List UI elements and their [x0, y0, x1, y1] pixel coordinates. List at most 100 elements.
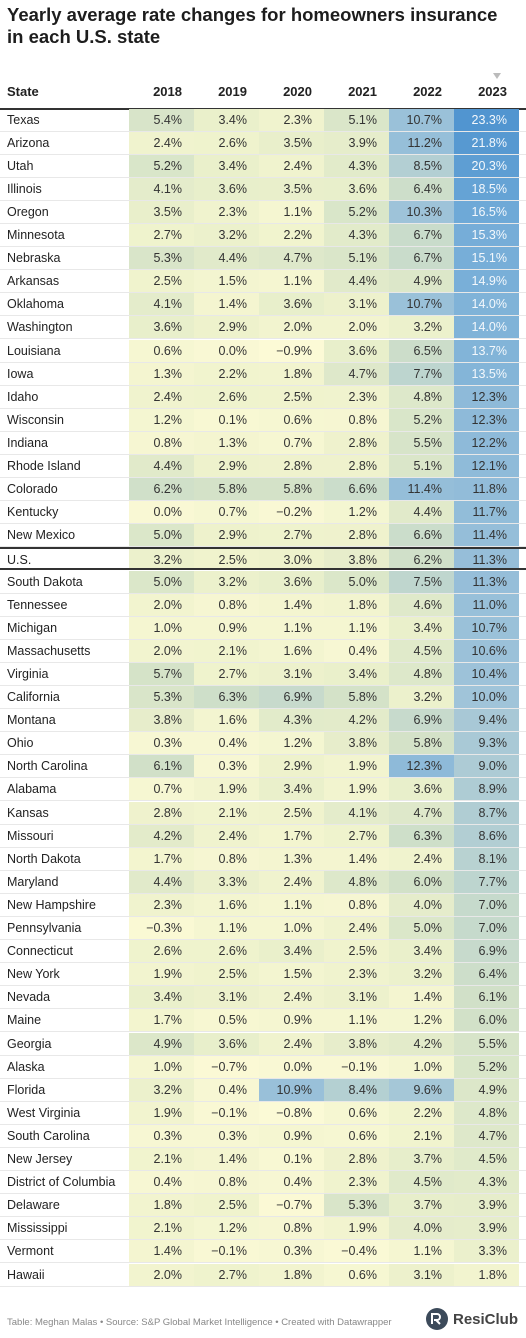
rate-cell: 3.2% [389, 316, 454, 339]
rate-cell: 5.8% [259, 478, 324, 501]
rate-cell: 2.6% [129, 940, 194, 963]
rate-cell: 1.5% [194, 270, 259, 293]
rate-cell: 3.2% [194, 224, 259, 247]
rate-cell: 3.1% [324, 293, 389, 316]
rate-cell: 12.3% [454, 408, 519, 431]
table-row: Mississippi 2.1% 1.2% 0.8% 1.9% 4.0% 3.9% [0, 1217, 526, 1241]
rate-cell: 10.0% [454, 686, 519, 709]
rate-cell: 5.0% [129, 524, 194, 547]
rate-cell: 2.7% [194, 1263, 259, 1286]
rate-cell: 10.7% [389, 293, 454, 316]
rate-cell: 10.7% [389, 108, 454, 131]
rate-cell: 6.9% [259, 686, 324, 709]
rate-cell: 0.9% [194, 616, 259, 639]
state-name: New Mexico [7, 528, 76, 543]
rate-cell: 1.1% [324, 1009, 389, 1032]
rate-cell: 3.4% [129, 986, 194, 1009]
rate-cell: 5.3% [324, 1194, 389, 1217]
state-name: South Dakota [7, 574, 83, 589]
state-name: Alabama [7, 782, 57, 797]
state-name: Arizona [7, 135, 50, 150]
rate-cell: 1.2% [324, 501, 389, 524]
rate-cell: 2.9% [194, 524, 259, 547]
rate-cell: 1.1% [324, 616, 389, 639]
rate-cell: 2.1% [194, 639, 259, 662]
state-name: Vermont [7, 1244, 54, 1259]
rate-cell: 14.0% [454, 293, 519, 316]
state-name: West Virginia [7, 1105, 81, 1120]
rate-cell: 11.7% [454, 501, 519, 524]
rate-cell: 1.7% [259, 824, 324, 847]
rate-cell: 2.4% [194, 824, 259, 847]
rate-cell: 1.9% [324, 778, 389, 801]
state-name: Maryland [7, 874, 59, 889]
rate-cell: 10.9% [259, 1078, 324, 1101]
rate-cell: 0.8% [259, 1217, 324, 1240]
rate-cell: 2.7% [259, 524, 324, 547]
table-row: U.S. 3.2% 2.5% 3.0% 3.8% 6.2% 11.3% [0, 547, 526, 571]
rate-cell: 5.1% [324, 108, 389, 131]
rate-cell: 2.9% [194, 316, 259, 339]
rate-cell: 2.4% [259, 154, 324, 177]
state-name: Arkansas [7, 274, 60, 289]
rate-cell: 1.9% [324, 755, 389, 778]
rate-cell: 0.4% [129, 1171, 194, 1194]
table-row: District of Columbia 0.4% 0.8% 0.4% 2.3% 4.5%… [0, 1171, 526, 1195]
rate-cell: 2.4% [259, 986, 324, 1009]
rate-cell: 3.4% [259, 940, 324, 963]
table-row: South Carolina 0.3% 0.3% 0.9% 0.6% 2.1% 4.7% [0, 1124, 526, 1148]
state-name: Maine [7, 1013, 42, 1028]
rate-cell: −0.2% [259, 501, 324, 524]
title: Yearly average rate changes for homeowne… [7, 4, 498, 47]
table-row: Hawaii 2.0% 2.7% 1.8% 0.6% 3.1% 1.8% [0, 1263, 526, 1287]
rate-cell: 1.0% [129, 1055, 194, 1078]
rate-cell: 6.6% [389, 524, 454, 547]
table-row: Kentucky 0.0% 0.7% −0.2% 1.2% 4.4% 11.7% [0, 501, 526, 525]
table-row: Montana 3.8% 1.6% 4.3% 4.2% 6.9% 9.4% [0, 709, 526, 733]
rate-cell: 3.1% [194, 986, 259, 1009]
rate-cell: 20.3% [454, 154, 519, 177]
rate-cell: 1.6% [259, 639, 324, 662]
rate-cell: 0.6% [259, 408, 324, 431]
rate-cell: 3.8% [324, 732, 389, 755]
rate-cell: 6.2% [129, 478, 194, 501]
rate-cell: 0.8% [194, 1171, 259, 1194]
rate-cell: 12.2% [454, 431, 519, 454]
table-row: Wisconsin 1.2% 0.1% 0.6% 0.8% 5.2% 12.3% [0, 408, 526, 432]
rate-cell: 6.6% [324, 478, 389, 501]
rate-cell: 3.3% [454, 1240, 519, 1263]
rate-cell: 3.1% [324, 986, 389, 1009]
rate-cell: 1.4% [389, 986, 454, 1009]
rate-cell: 0.8% [324, 408, 389, 431]
rate-cell: 7.7% [389, 362, 454, 385]
rate-cell: 1.6% [194, 709, 259, 732]
rate-cell: 3.6% [389, 778, 454, 801]
rate-cell: 2.4% [259, 1032, 324, 1055]
rate-cell: 3.2% [194, 570, 259, 593]
rate-cell: 5.3% [129, 686, 194, 709]
rate-cell: 7.7% [454, 870, 519, 893]
rate-cell: 1.1% [259, 200, 324, 223]
table-row: Iowa 1.3% 2.2% 1.8% 4.7% 7.7% 13.5% [0, 362, 526, 386]
state-name: North Carolina [7, 759, 88, 774]
table-row: Tennessee 2.0% 0.8% 1.4% 1.8% 4.6% 11.0% [0, 593, 526, 617]
table-row: New Hampshire 2.3% 1.6% 1.1% 0.8% 4.0% 7.0% [0, 893, 526, 917]
table-row: Utah 5.2% 3.4% 2.4% 4.3% 8.5% 20.3% [0, 154, 526, 178]
rate-cell: 3.4% [389, 616, 454, 639]
rate-cell: −0.1% [324, 1055, 389, 1078]
rate-cell: −0.9% [259, 339, 324, 362]
rate-cell: 1.9% [129, 1101, 194, 1124]
rate-cell: 11.8% [454, 478, 519, 501]
state-name: Mississippi [7, 1221, 68, 1236]
rate-cell: 2.9% [259, 755, 324, 778]
rate-cell: 11.4% [389, 478, 454, 501]
rate-cell: 1.1% [194, 917, 259, 940]
rate-cell: 3.5% [129, 200, 194, 223]
rate-cell: 3.4% [324, 662, 389, 685]
rate-cell: 5.5% [389, 431, 454, 454]
rate-cell: 2.3% [259, 108, 324, 131]
column-header: 2019 [218, 84, 247, 99]
rate-cell: 3.6% [324, 177, 389, 200]
rate-cell: 4.8% [389, 662, 454, 685]
rate-cell: −0.1% [194, 1240, 259, 1263]
